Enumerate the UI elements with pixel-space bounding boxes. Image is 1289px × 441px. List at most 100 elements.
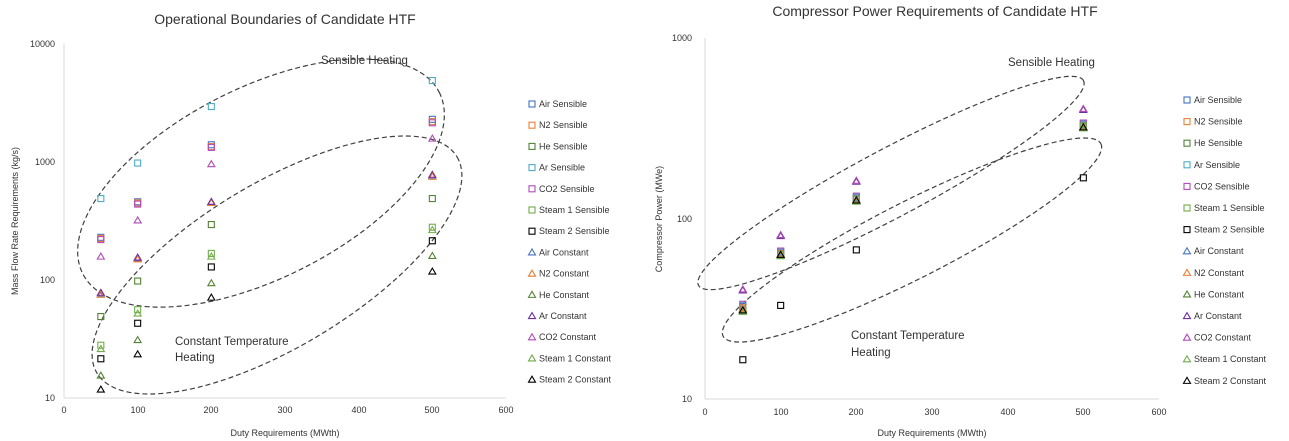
- annotation-heating: Heating: [175, 352, 215, 364]
- annotation-sensible-heating: Sensible Heating: [321, 55, 408, 67]
- legend-marker: [1182, 311, 1192, 320]
- data-point: [428, 195, 436, 203]
- legend-entry: N2 Sensible: [1194, 117, 1243, 127]
- y-tick-label: 10000: [30, 39, 55, 49]
- x-tick-label: 300: [924, 407, 939, 417]
- legend-marker: [1183, 204, 1191, 212]
- legend-marker: [1182, 289, 1192, 298]
- legend-marker: [1183, 226, 1191, 234]
- legend-entry: Ar Sensible: [1194, 160, 1240, 170]
- x-tick-label: 300: [277, 405, 292, 415]
- x-tick-label: 100: [773, 407, 788, 417]
- data-point: [206, 252, 216, 260]
- legend-entry: Air Constant: [539, 247, 589, 257]
- data-point: [776, 250, 786, 258]
- x-tick-label: 400: [1000, 407, 1015, 417]
- constant-temperature-ellipse: [721, 137, 1103, 343]
- y-tick-label: 1000: [672, 33, 692, 43]
- chart-left-title: Operational Boundaries of Candidate HTF: [154, 11, 415, 27]
- legend-entry: Air Sensible: [539, 99, 587, 109]
- data-point: [133, 215, 143, 224]
- data-point: [206, 198, 216, 207]
- chart-right: Compressor Power Requirements of Candida…: [654, 3, 1267, 438]
- data-point: [207, 103, 215, 111]
- data-point: [738, 307, 748, 315]
- chart-right-legend: Air Sensible N2 Sensible He Sensible Ar Sen…: [1182, 95, 1267, 386]
- legend-marker: [527, 311, 537, 320]
- legend-marker: [1183, 139, 1191, 147]
- chart-right-points: [738, 104, 1088, 364]
- data-point: [96, 290, 106, 298]
- legend-entry: Ar Constant: [1194, 311, 1242, 321]
- data-point: [427, 267, 437, 275]
- data-point: [207, 221, 215, 229]
- legend-entry: Ar Constant: [539, 311, 587, 321]
- legend-entry: Air Constant: [1194, 246, 1244, 256]
- chart-left-ylabel: Mass Flow Rate Requirements (kg/s): [10, 147, 20, 295]
- y-tick-label: 10: [45, 393, 55, 403]
- data-point: [133, 349, 143, 358]
- legend-marker: [528, 100, 536, 108]
- legend-entry: Ar Sensible: [539, 163, 585, 173]
- data-point: [206, 197, 216, 205]
- legend-entry: CO2 Constant: [539, 332, 597, 342]
- legend-entry: Steam 1 Constant: [1194, 354, 1267, 364]
- annotation-constant-temperature: Constant Temperature: [175, 336, 289, 348]
- legend-marker: [1182, 246, 1192, 255]
- data-point: [97, 355, 105, 363]
- data-point: [133, 309, 143, 317]
- data-point: [738, 304, 748, 313]
- legend-entry: N2 Constant: [1194, 268, 1245, 278]
- annotation-heating: Heating: [851, 347, 891, 359]
- data-point: [1079, 174, 1087, 182]
- data-point: [96, 371, 106, 379]
- legend-marker: [528, 121, 536, 129]
- data-point: [1078, 122, 1088, 131]
- data-point: [96, 385, 106, 393]
- data-point: [97, 195, 105, 203]
- x-tick-label: 600: [498, 405, 513, 415]
- legend-marker: [527, 353, 537, 362]
- data-point: [777, 301, 785, 309]
- x-tick-label: 600: [1151, 407, 1166, 417]
- legend-marker: [1183, 182, 1191, 190]
- data-point: [207, 263, 215, 271]
- data-point: [206, 159, 216, 168]
- data-point: [1078, 104, 1088, 112]
- chart-left: Operational Boundaries of Candidate HTF …: [10, 11, 612, 438]
- legend-entry: Steam 1 Sensible: [1194, 203, 1265, 213]
- data-point: [427, 170, 437, 178]
- data-point: [427, 225, 437, 234]
- data-point: [427, 251, 437, 260]
- legend-marker: [1182, 333, 1192, 341]
- legend-marker: [1183, 118, 1191, 126]
- legend-marker: [527, 332, 537, 341]
- x-tick-label: 200: [203, 405, 218, 415]
- data-point: [776, 230, 786, 239]
- data-point: [134, 306, 142, 314]
- data-point: [133, 335, 143, 344]
- x-tick-label: 200: [848, 407, 863, 417]
- legend-marker: [527, 269, 537, 277]
- data-point: [739, 356, 747, 364]
- data-point: [851, 195, 861, 204]
- y-tick-label: 10: [682, 394, 692, 404]
- data-point: [207, 143, 215, 151]
- chart-left-x-ticks: 0 100 200 300 400 500 600: [61, 405, 513, 415]
- chart-right-y-ticks: 10 100 1000: [672, 33, 692, 404]
- x-tick-label: 400: [351, 405, 366, 415]
- legend-marker: [528, 206, 536, 214]
- data-point: [134, 277, 142, 285]
- annotation-constant-temperature: Constant Temperature: [851, 330, 965, 342]
- data-point: [97, 236, 105, 244]
- legend-entry: Steam 1 Sensible: [539, 205, 610, 215]
- data-point: [852, 246, 860, 254]
- data-point: [428, 237, 436, 245]
- legend-marker: [1182, 354, 1192, 363]
- data-point: [206, 278, 216, 287]
- x-tick-label: 0: [61, 405, 66, 415]
- data-point: [428, 223, 436, 231]
- legend-marker: [1182, 268, 1192, 276]
- data-point: [97, 341, 105, 349]
- legend-marker: [527, 247, 537, 256]
